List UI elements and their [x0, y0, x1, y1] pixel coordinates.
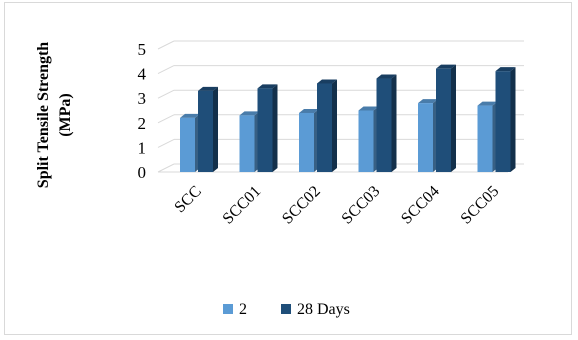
bar-top: [299, 108, 319, 113]
bar-top: [317, 79, 337, 84]
bar-side: [332, 79, 337, 172]
bar-top: [418, 99, 438, 104]
legend-swatch: [281, 304, 291, 314]
category-label-scc01: SCC01: [220, 183, 265, 228]
gridlines: [157, 40, 524, 173]
bar-side: [510, 67, 516, 172]
bar-side: [272, 84, 278, 172]
y-axis-title-line-2: (MPa): [57, 93, 74, 137]
bar-scc05-series-0: [477, 101, 498, 172]
gridline-depth: [157, 163, 175, 173]
bar-front: [299, 112, 314, 172]
chart-frame: [4, 2, 572, 335]
y-tick-label: 0: [138, 163, 147, 182]
bar-front: [239, 115, 255, 172]
bar-side: [213, 86, 218, 172]
gridline-depth: [157, 138, 175, 148]
bar-scc04-series-1: [436, 64, 456, 172]
legend-label: 28 Days: [297, 301, 350, 318]
legend-item-0: 2: [223, 301, 247, 318]
gridline-depth: [157, 65, 175, 75]
bar-scc02-series-1: [317, 79, 337, 172]
bar-scc03-series-0: [358, 106, 379, 172]
bar-front: [358, 110, 374, 172]
bar-scc01-series-0: [239, 111, 260, 172]
gridline-depth: [157, 40, 175, 50]
bars: [180, 64, 516, 172]
y-tick-label: 1: [138, 138, 147, 157]
y-tick-label: 4: [138, 65, 147, 84]
y-tick-label: 5: [138, 40, 147, 59]
category-label-scc04: SCC04: [398, 183, 443, 228]
legend-item-1: 28 Days: [281, 301, 350, 318]
category-label-scc: SCC: [171, 183, 204, 216]
category-label-scc02: SCC02: [279, 183, 324, 228]
bar-front: [418, 103, 433, 172]
bar-front: [198, 90, 213, 172]
bar-front: [257, 88, 273, 172]
bar-top: [358, 106, 379, 111]
legend-label: 2: [239, 301, 247, 318]
y-tick-label: 3: [138, 89, 147, 108]
category-label-scc03: SCC03: [339, 183, 384, 228]
bar-scc03-series-1: [376, 74, 397, 172]
legend-swatch: [223, 304, 233, 314]
category-label-scc05: SCC05: [458, 183, 503, 228]
bar-top: [198, 86, 218, 91]
bar-side: [451, 64, 456, 172]
bar-side: [391, 74, 397, 172]
bar-scc02-series-0: [299, 108, 319, 172]
bar-top: [239, 111, 260, 116]
bar-top: [180, 113, 200, 118]
bar-scc-series-0: [180, 113, 200, 172]
bar-top: [495, 67, 516, 72]
bar-top: [376, 74, 397, 79]
bar-scc04-series-0: [418, 99, 438, 172]
y-axis-title: Split Tensile Strength (MPa): [35, 42, 74, 189]
bar-scc01-series-1: [257, 84, 278, 172]
bar-top: [477, 101, 498, 106]
bar-front: [180, 117, 195, 172]
bar-top: [257, 84, 278, 89]
bar-top: [436, 64, 456, 69]
bar-front: [477, 105, 493, 172]
bar-front: [495, 71, 511, 172]
bar-scc-series-1: [198, 86, 218, 172]
gridline-depth: [157, 89, 175, 99]
y-axis-title-line-1: Split Tensile Strength: [35, 42, 52, 189]
bar-front: [376, 78, 392, 172]
legend: 2 28 Days: [223, 301, 350, 318]
bar-scc05-series-1: [495, 67, 516, 172]
gridline-depth: [157, 114, 175, 124]
bar-front: [317, 83, 332, 172]
bar-front: [436, 68, 451, 172]
y-axis-ticks: 0 1 2 3 4 5: [138, 40, 147, 182]
y-tick-label: 2: [138, 114, 147, 133]
x-axis-categories: SCC SCC01 SCC02 SCC03 SCC04 SCC05: [171, 183, 502, 228]
